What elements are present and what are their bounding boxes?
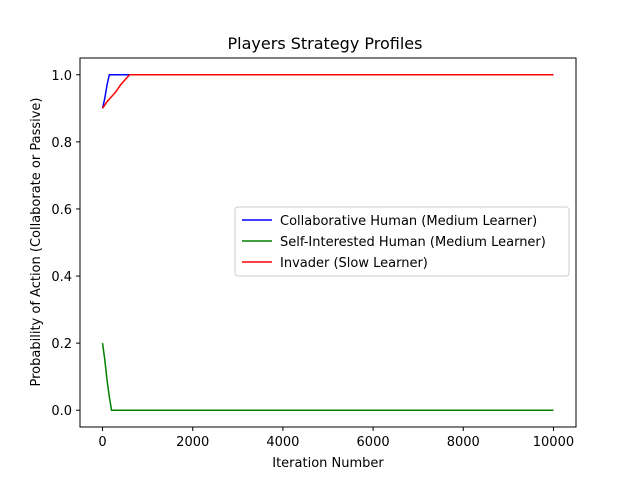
chart-title: Players Strategy Profiles — [228, 34, 423, 53]
y-tick-label: 0.0 — [51, 404, 72, 419]
tick-layer: 0 2000 4000 6000 8000 10000 0.0 0.2 0.4 0.6 0.8 1.0 — [51, 69, 574, 450]
series-line-0 — [101, 74, 554, 109]
y-tick-label: 0.8 — [51, 136, 72, 151]
x-tick-label: 2000 — [176, 435, 209, 450]
y-axis-label: Probability of Action (Collaborate or Pa… — [29, 98, 44, 387]
legend-label: Self-Interested Human (Medium Learner) — [280, 235, 546, 250]
x-tick-label: 6000 — [357, 435, 390, 450]
x-tick-label: 0 — [98, 435, 106, 450]
y-tick-label: 0.2 — [51, 337, 72, 352]
x-axis-label: Iteration Number — [272, 456, 384, 471]
y-tick-label: 0.4 — [51, 270, 72, 285]
series-layer — [101, 74, 554, 411]
x-tick-label: 10000 — [533, 435, 574, 450]
series-line-1 — [101, 343, 554, 411]
x-tick-label: 8000 — [447, 435, 480, 450]
x-tick-label: 4000 — [266, 435, 299, 450]
legend-label: Invader (Slow Learner) — [280, 256, 428, 271]
legend-box — [234, 206, 570, 277]
legend: Collaborative Human (Medium Learner) Self… — [234, 206, 570, 277]
legend-label: Collaborative Human (Medium Learner) — [280, 214, 537, 229]
series-line-2 — [101, 74, 554, 109]
y-tick-label: 0.6 — [51, 203, 72, 218]
plot-frame — [79, 57, 577, 428]
y-tick-label: 1.0 — [51, 69, 72, 84]
